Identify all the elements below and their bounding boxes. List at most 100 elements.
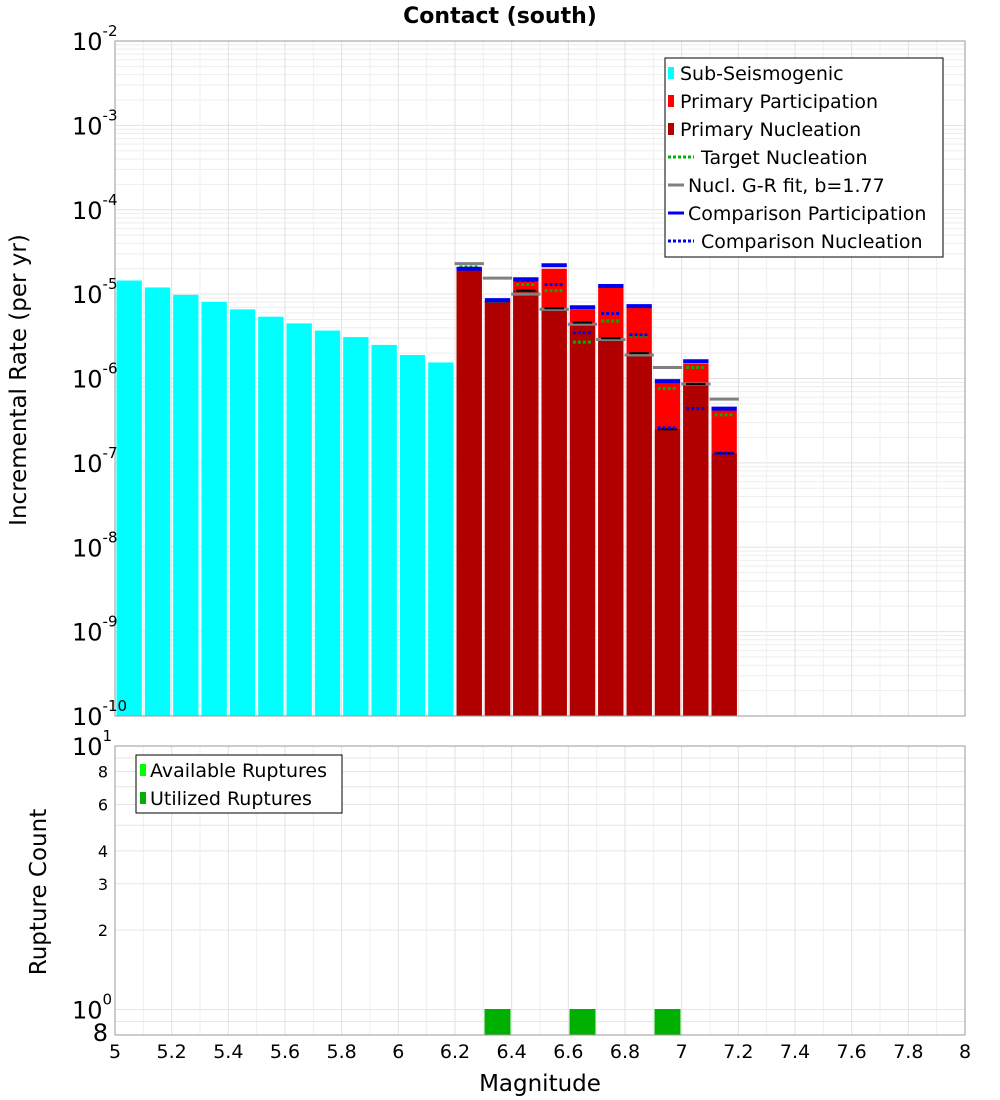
bottom-plot-gridlines [114,745,966,1036]
bottom-y-axis-label: Rupture Count [26,809,52,975]
x-tick-label: 7.2 [723,1041,753,1063]
sub-seismogenic-bar [201,301,227,716]
tick-exponent: -4 [103,191,118,209]
bottom-legend-box [135,754,343,814]
x-tick-label: 5.8 [327,1041,357,1063]
legend-label: Primary Nucleation [680,119,861,141]
primary-nucleation-bar [683,384,709,716]
sub-seismogenic-bar [116,280,142,716]
primary-nucleation-bar [513,290,539,716]
legend-label: Available Ruptures [150,760,327,782]
sub-seismogenic-bar [343,337,369,716]
tick-exponent: -10 [103,697,128,715]
tick-exponent: -3 [103,106,118,124]
x-axis-label: Magnitude [479,1071,601,1097]
top-y-tick-label: 10-8 [72,528,118,562]
bottom-plot-bars [484,1009,681,1035]
tick-base: 10 [72,619,103,647]
top-y-tick-label: 10-7 [72,444,118,478]
tick-base: 10 [72,281,103,309]
legend-label: Comparison Participation [688,203,926,225]
x-tick-label: 6.2 [440,1041,470,1063]
legend-label: Primary Participation [680,91,878,113]
tick-base: 10 [72,996,103,1024]
legend-label: Nucl. G-R fit, b=1.77 [688,175,885,197]
sub-seismogenic-bar [258,316,284,716]
legend-swatch [140,764,146,776]
top-y-tick-label: 10-2 [72,22,118,56]
sub-seismogenic-bar [371,344,397,716]
tick-base: 10 [72,28,103,56]
x-tick-label: 7.4 [780,1041,810,1063]
tick-base: 10 [72,703,103,731]
legend-swatch [140,792,146,804]
top-legend: Sub-Seismogenic Primary Participation Prim… [664,57,944,258]
x-tick-label: 5.6 [270,1041,300,1063]
primary-nucleation-bar [598,338,624,716]
bottom-y-minor-tick-label: 8 [98,763,108,782]
bottom-legend: Available Ruptures Utilized Ruptures [135,754,343,814]
utilized-rupture-bar [484,1009,511,1035]
x-tick-label: 5.4 [213,1041,243,1063]
tick-exponent: -6 [103,360,118,378]
top-y-tick-label: 10-4 [72,191,118,225]
primary-nucleation-bar [541,308,567,716]
bottom-y-minor-tick-label: 6 [98,795,108,814]
top-y-tick-label: 10-5 [72,275,118,309]
x-tick-label: 6.4 [497,1041,527,1063]
tick-exponent: 1 [103,727,113,745]
tick-base: 10 [72,733,103,761]
primary-nucleation-bar [626,353,652,716]
top-y-axis-label: Incremental Rate (per yr) [6,234,32,526]
bottom-y-minor-tick-label: 2 [98,921,108,940]
legend-label: Sub-Seismogenic [680,63,844,85]
tick-exponent: -7 [103,444,118,462]
tick-exponent: -8 [103,528,118,546]
legend-label: Comparison Nucleation [701,231,923,253]
tick-exponent: -9 [103,613,118,631]
tick-exponent: -2 [103,22,118,40]
legend-label: Target Nucleation [700,147,868,169]
sub-seismogenic-bar [428,362,454,716]
top-y-tick-label: 10-3 [72,106,118,140]
x-tick-label: 6.6 [553,1041,583,1063]
primary-nucleation-bar [569,322,596,716]
top-y-tick-label: 10-6 [72,360,118,394]
x-tick-label: 7 [676,1041,688,1063]
primary-nucleation-bar [654,429,681,716]
utilized-rupture-bar [569,1009,596,1035]
bottom-plot-frame [114,745,966,1036]
bottom-y-minor-tick-label: 8 [93,1019,108,1047]
x-tick-label: 6 [392,1041,404,1063]
top-y-tick-label: 10-9 [72,613,118,647]
x-tick-label: 7.8 [893,1041,923,1063]
legend-swatch [668,123,674,135]
top-legend-box [664,57,944,258]
primary-nucleation-bar [456,268,482,716]
primary-nucleation-bar [484,300,511,716]
bottom-y-tick-label: 101 [72,727,112,761]
legend-swatch [668,95,674,107]
bottom-y-minor-tick-label: 4 [98,842,108,861]
sub-seismogenic-bar [144,287,171,716]
sub-seismogenic-bar [229,309,256,716]
primary-nucleation-bar [711,453,737,716]
tick-base: 10 [72,366,103,394]
tick-base: 10 [72,534,103,562]
x-tick-label: 5.2 [157,1041,187,1063]
top-plot-frame [114,40,966,717]
sub-seismogenic-bar [314,330,341,716]
sub-seismogenic-bar [173,294,199,716]
utilized-rupture-bar [654,1009,681,1035]
tick-exponent: -5 [103,275,118,293]
sub-seismogenic-bar [286,323,312,716]
top-y-tick-label: 10-10 [72,697,127,731]
x-tick-label: 8 [959,1041,971,1063]
tick-base: 10 [72,450,103,478]
bottom-y-minor-tick-label: 3 [98,875,108,894]
tick-base: 10 [72,112,103,140]
top-plot-bars [116,268,737,716]
